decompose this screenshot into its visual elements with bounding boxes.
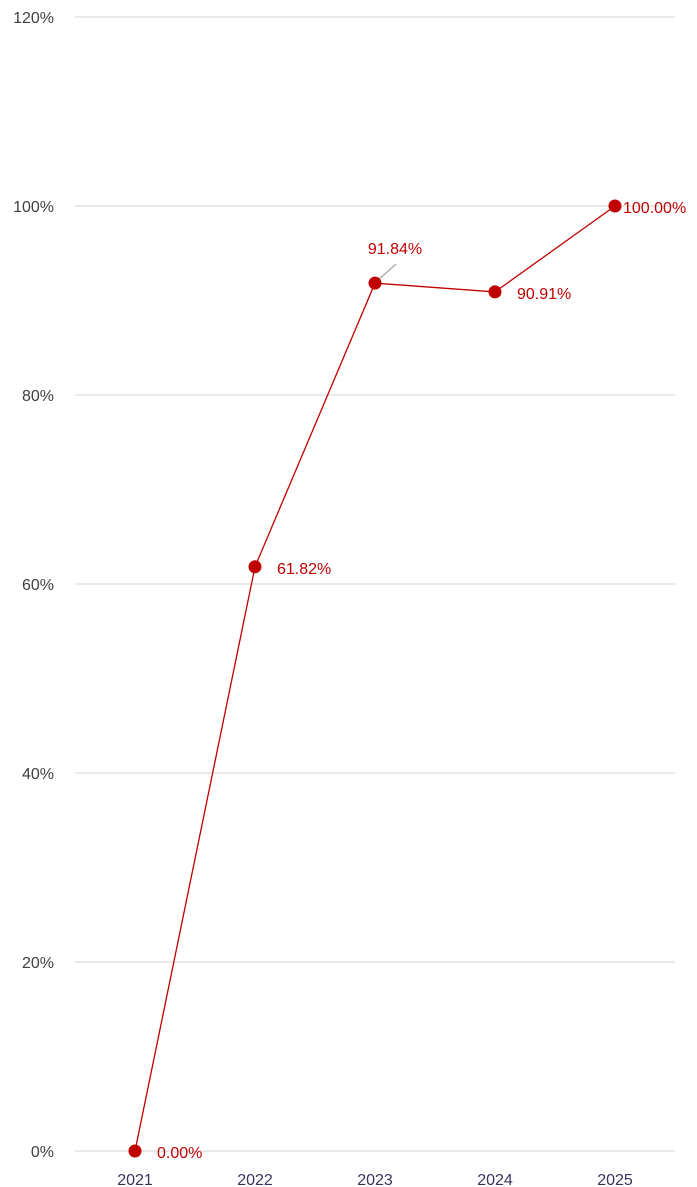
data-point-marker	[128, 1144, 142, 1158]
data-label: 61.82%	[277, 561, 331, 578]
data-label: 100.00%	[623, 200, 686, 217]
data-point-marker	[488, 285, 502, 299]
x-tick-label: 2025	[597, 1172, 633, 1187]
x-tick-label: 2022	[237, 1172, 273, 1187]
series-group: 0.00% 61.82% 91.84% 90.91% 100.00%	[128, 199, 686, 1162]
x-axis-tick-labels: 2021 2022 2023 2024 2025	[117, 1172, 633, 1187]
data-label-leader-line	[378, 263, 397, 280]
y-tick-label: 80%	[22, 388, 54, 405]
y-tick-label: 100%	[13, 199, 54, 216]
data-point-marker	[608, 199, 622, 213]
gridlines	[75, 16, 675, 1152]
data-label: 90.91%	[517, 286, 571, 303]
data-label: 0.00%	[157, 1145, 202, 1162]
data-point-marker	[368, 276, 382, 290]
y-axis-tick-labels: 0% 20% 40% 60% 80% 100% 120%	[13, 10, 54, 1161]
y-tick-label: 0%	[31, 1144, 54, 1161]
series-line	[134, 205, 616, 1152]
data-label: 91.84%	[368, 241, 422, 258]
y-tick-label: 20%	[22, 955, 54, 972]
x-tick-label: 2024	[477, 1172, 513, 1187]
y-tick-label: 40%	[22, 766, 54, 783]
data-point-marker	[248, 560, 262, 574]
x-tick-label: 2021	[117, 1172, 153, 1187]
x-tick-label: 2023	[357, 1172, 393, 1187]
y-tick-label: 120%	[13, 10, 54, 27]
y-tick-label: 60%	[22, 577, 54, 594]
